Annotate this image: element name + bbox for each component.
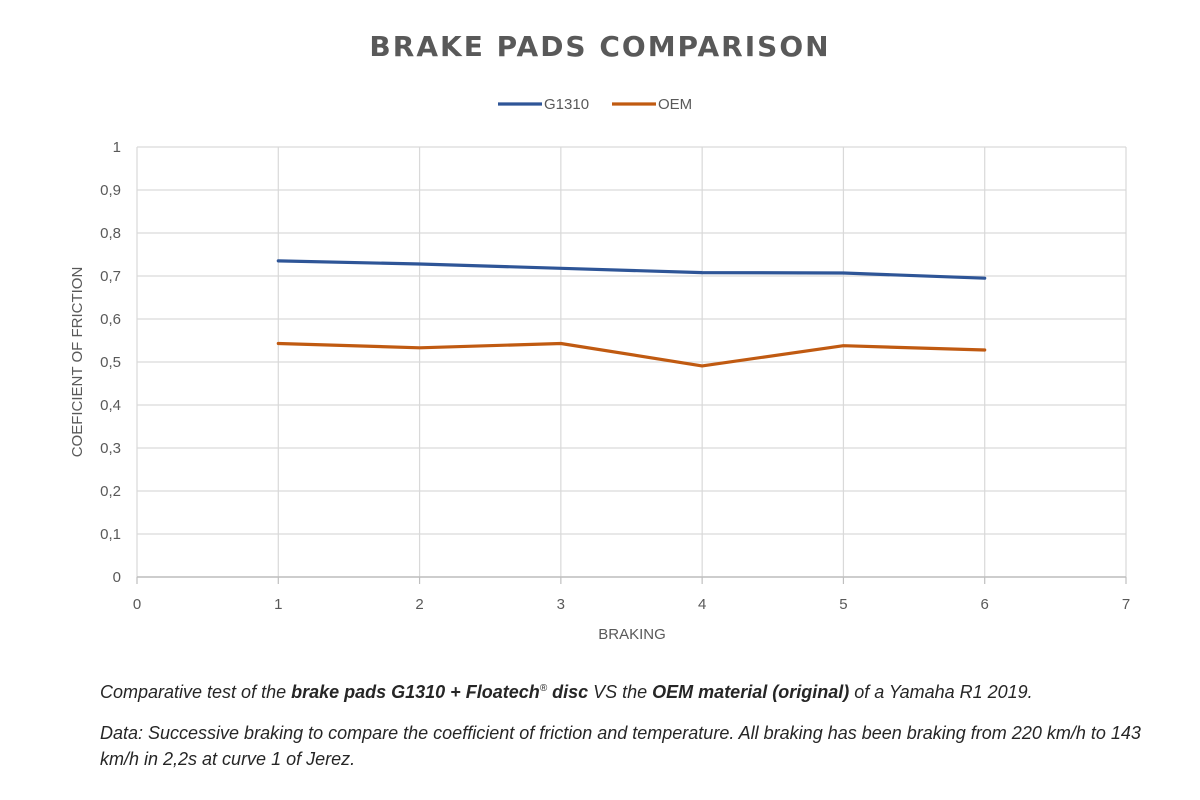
caption-text: VS the — [588, 682, 653, 702]
caption-bold: disc — [547, 682, 589, 702]
legend-label-g1310: G1310 — [544, 96, 589, 113]
y-tick-label: 0,8 — [100, 225, 121, 242]
x-tick-label: 3 — [557, 596, 565, 613]
y-tick-label: 0,6 — [100, 311, 121, 328]
line-chart: 0 0,1 0,2 0,3 0,4 0,5 0,6 0,7 0,8 0,9 1 0 1 2 3 4 5 6 7 G1… — [69, 96, 1130, 643]
y-tick-label: 0,9 — [100, 182, 121, 199]
y-tick-label: 0,5 — [100, 354, 121, 371]
axes: 0 0,1 0,2 0,3 0,4 0,5 0,6 0,7 0,8 0,9 1 0 1 2 3 4 5 6 7 — [100, 139, 1130, 613]
y-tick-label: 0,2 — [100, 483, 121, 500]
y-tick-label: 0,4 — [100, 397, 121, 414]
x-tick-label: 1 — [274, 596, 282, 613]
series-line-oem — [276, 341, 987, 368]
legend-label-oem: OEM — [658, 96, 692, 113]
x-tick-label: 6 — [981, 596, 989, 613]
series-lines — [276, 259, 987, 368]
caption-bold: OEM material (original) — [652, 682, 850, 702]
x-tick-label: 2 — [415, 596, 423, 613]
y-tick-label: 0,1 — [100, 526, 121, 543]
caption-text: Comparative test of the — [100, 682, 292, 702]
x-tick-label: 0 — [133, 596, 141, 613]
y-tick-label: 0 — [113, 569, 121, 586]
x-axis-label: BRAKING — [598, 626, 666, 643]
caption-text: of a Yamaha R1 2019. — [849, 682, 1033, 702]
x-tick-label: 4 — [698, 596, 706, 613]
y-tick-label: 0,3 — [100, 440, 121, 457]
grid-lines — [136, 146, 1127, 578]
caption-summary: Comparative test of the brake pads G1310… — [100, 676, 1160, 705]
caption-sup: ® — [539, 683, 548, 694]
x-tick-label: 5 — [839, 596, 847, 613]
caption-bold: brake pads G1310 + Floatech — [291, 682, 540, 702]
chart-title: BRAKE PADS COMPARISON — [369, 30, 831, 63]
legend: G1310 OEM — [498, 96, 692, 113]
x-tick-label: 7 — [1122, 596, 1130, 613]
y-tick-label: 0,7 — [100, 268, 121, 285]
y-axis-label: COEFICIENT OF FRICTION — [69, 267, 86, 458]
y-tick-label: 1 — [113, 139, 121, 156]
series-line-g1310 — [276, 259, 987, 280]
caption-data-note: Data: Successive braking to compare the … — [100, 723, 1141, 769]
